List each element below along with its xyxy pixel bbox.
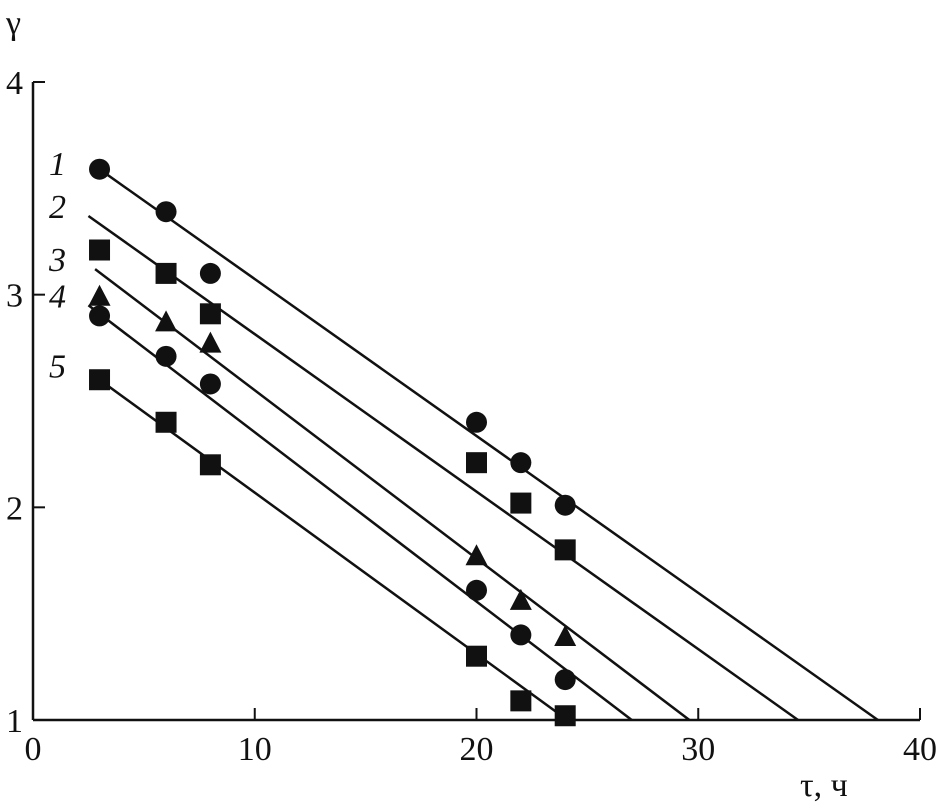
point-square bbox=[466, 645, 487, 667]
y-tick-label: 4 bbox=[6, 65, 23, 102]
fit-line-4 bbox=[87, 304, 633, 721]
series-label-3: 3 bbox=[48, 242, 66, 279]
x-tick-label: 20 bbox=[460, 731, 494, 768]
point-circle bbox=[510, 624, 532, 646]
point-triangle bbox=[155, 310, 178, 332]
point-square bbox=[89, 369, 111, 391]
series-label-1: 1 bbox=[49, 146, 66, 183]
x-tick-label: 30 bbox=[681, 731, 715, 768]
series-label-2: 2 bbox=[49, 189, 66, 226]
x-tick-label: 0 bbox=[25, 731, 42, 768]
point-square bbox=[155, 411, 177, 433]
point-square bbox=[89, 239, 111, 261]
point-circle bbox=[89, 305, 111, 327]
point-square bbox=[466, 452, 487, 474]
point-circle bbox=[155, 201, 177, 223]
fit-line-3 bbox=[94, 268, 691, 721]
point-circle bbox=[155, 345, 177, 367]
y-axis-title: γ bbox=[5, 5, 21, 42]
point-square bbox=[199, 303, 221, 325]
series-label-5: 5 bbox=[49, 349, 66, 386]
point-circle bbox=[466, 579, 487, 601]
point-triangle bbox=[88, 284, 111, 306]
point-triangle bbox=[554, 625, 577, 647]
fit-line-5 bbox=[98, 378, 569, 722]
point-circle bbox=[510, 452, 532, 474]
y-tick-label: 1 bbox=[6, 703, 23, 740]
point-triangle bbox=[465, 544, 488, 566]
point-circle bbox=[89, 158, 111, 180]
fit-line-2 bbox=[87, 214, 799, 722]
point-circle bbox=[199, 373, 221, 395]
y-tick-label: 2 bbox=[6, 490, 23, 527]
data-points bbox=[88, 158, 577, 727]
point-triangle bbox=[509, 588, 532, 610]
y-tick-label: 3 bbox=[6, 278, 23, 315]
fit-line-1 bbox=[98, 168, 879, 722]
point-square bbox=[554, 539, 576, 561]
x-axis-title: τ, ч bbox=[800, 767, 848, 804]
point-square bbox=[155, 262, 177, 284]
point-square bbox=[510, 492, 532, 514]
x-tick-label: 40 bbox=[903, 731, 937, 768]
x-tick-label: 10 bbox=[238, 731, 272, 768]
point-circle bbox=[554, 494, 576, 516]
point-circle bbox=[466, 411, 487, 433]
point-square bbox=[554, 705, 576, 727]
point-circle bbox=[554, 669, 576, 691]
series-labels: 1 2 34 5 bbox=[48, 146, 66, 386]
series-label-4: 4 bbox=[49, 278, 66, 315]
point-triangle bbox=[199, 331, 222, 353]
fit-lines bbox=[87, 168, 879, 722]
point-circle bbox=[199, 262, 221, 284]
point-square bbox=[199, 454, 221, 476]
point-square bbox=[510, 690, 532, 712]
